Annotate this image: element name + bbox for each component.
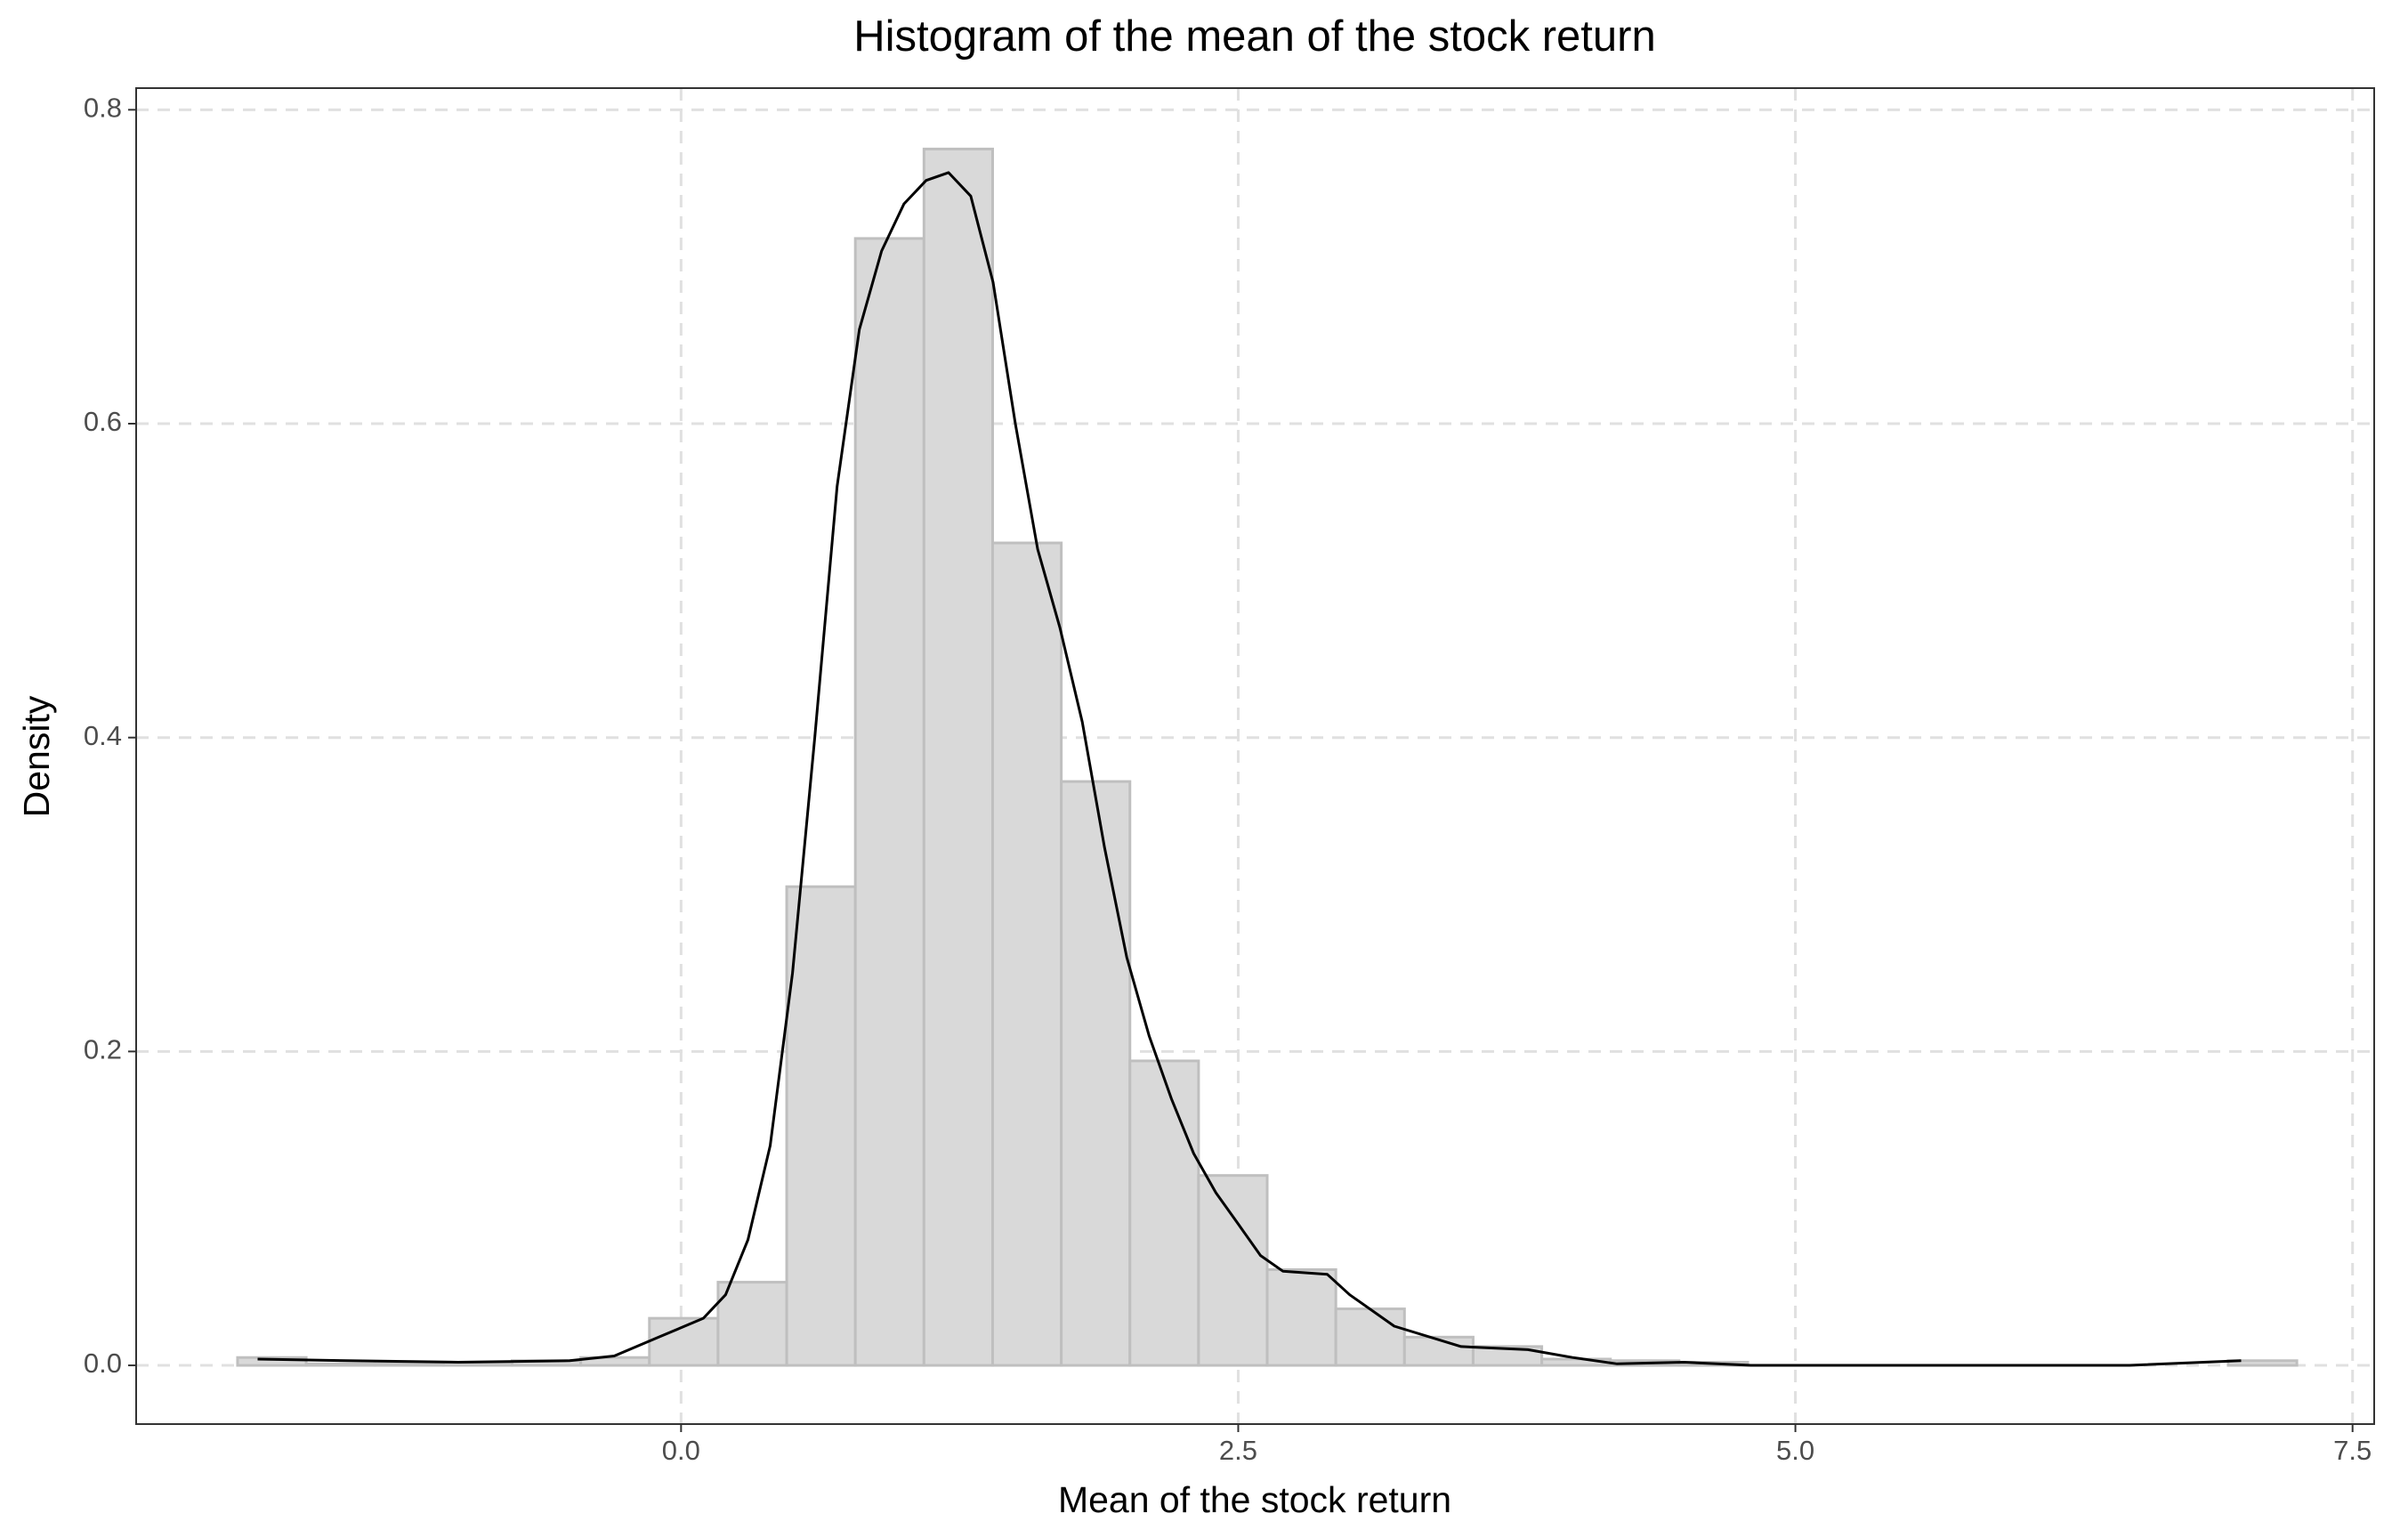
y-tick-label: 0.6 bbox=[84, 406, 122, 437]
x-tick-label: 2.5 bbox=[1219, 1435, 1257, 1466]
bar bbox=[1060, 780, 1132, 1367]
x-tick-label: 7.5 bbox=[2333, 1435, 2372, 1466]
density-curve bbox=[257, 171, 2242, 1367]
bar bbox=[1402, 1335, 1475, 1367]
bar bbox=[853, 237, 925, 1367]
y-axis-label: Density bbox=[16, 695, 57, 817]
bar bbox=[1197, 1174, 1269, 1367]
x-axis-label: Mean of the stock return bbox=[1058, 1479, 1451, 1520]
bar bbox=[1334, 1307, 1406, 1367]
chart-title: Histogram of the mean of the stock retur… bbox=[853, 12, 1655, 61]
bar bbox=[922, 147, 994, 1367]
y-tick-label: 0.8 bbox=[84, 93, 122, 124]
bar bbox=[785, 885, 857, 1367]
bar bbox=[716, 1281, 788, 1367]
y-tick-label: 0.0 bbox=[84, 1348, 122, 1379]
bar bbox=[1265, 1267, 1337, 1367]
bar bbox=[1471, 1345, 1544, 1367]
x-tick-label: 0.0 bbox=[662, 1435, 700, 1466]
y-tick-label: 0.2 bbox=[84, 1034, 122, 1065]
y-tick-label: 0.4 bbox=[84, 720, 122, 751]
bar bbox=[236, 1356, 308, 1367]
bar bbox=[373, 1362, 445, 1367]
bar bbox=[1128, 1059, 1200, 1367]
bar bbox=[648, 1316, 720, 1367]
x-tick-label: 5.0 bbox=[1776, 1435, 1814, 1466]
bar bbox=[2226, 1359, 2299, 1367]
plot-border bbox=[135, 87, 2375, 1425]
bar bbox=[304, 1362, 376, 1367]
bar bbox=[990, 541, 1063, 1367]
